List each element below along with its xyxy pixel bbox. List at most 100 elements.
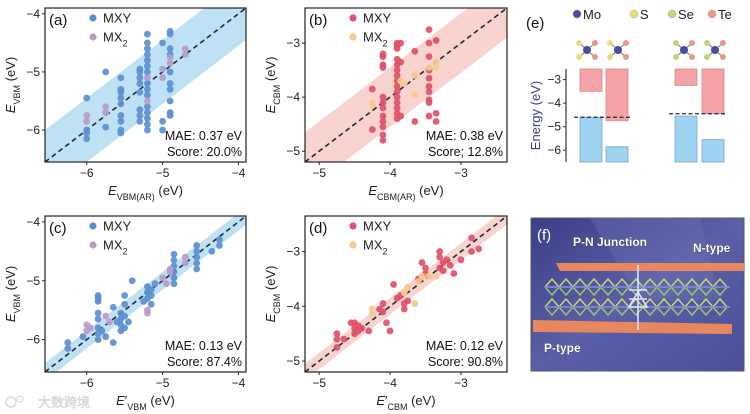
vbm-bar bbox=[579, 116, 603, 163]
legend-label-mxy: MXY bbox=[363, 11, 392, 26]
panel-label: (a) bbox=[49, 12, 67, 29]
axis-label-unit: (eV) bbox=[3, 266, 18, 294]
data-point-mx2 bbox=[102, 109, 110, 117]
data-point-mxy bbox=[143, 85, 151, 93]
legend-marker-mo bbox=[572, 9, 582, 19]
cbm-bar bbox=[605, 68, 629, 122]
data-point-mxy bbox=[193, 259, 201, 267]
panel-label: (d) bbox=[309, 220, 327, 237]
data-point-mxy bbox=[94, 309, 102, 317]
data-point-mx2 bbox=[143, 74, 151, 82]
data-point-mxy bbox=[425, 53, 433, 61]
scatter-panel-d: −5 −4 −3−5−4−3E′CBM (eV)ECBM (eV)(d) MXYMX2… bbox=[263, 215, 508, 412]
data-point-mxy bbox=[102, 68, 110, 76]
data-point-mxy bbox=[121, 300, 129, 308]
legend-subscript: 2 bbox=[383, 247, 388, 257]
data-point-mxy bbox=[109, 339, 117, 346]
legend-label-mx2: MX2 bbox=[103, 238, 128, 257]
data-point-mxy bbox=[397, 39, 405, 47]
data-point-mxy bbox=[143, 51, 151, 58]
y-tick-label: −5 bbox=[286, 144, 300, 158]
watermark: 大数跨境 bbox=[5, 395, 90, 410]
data-point-mxy bbox=[136, 80, 144, 87]
data-point-mxy bbox=[379, 123, 387, 131]
mxy-molecule-icon bbox=[607, 40, 629, 60]
y-tick-label: −6 bbox=[547, 143, 561, 157]
data-point-mxy bbox=[117, 112, 125, 119]
data-point-mxy bbox=[411, 47, 419, 55]
axis-label-subscript: VBM(AR) bbox=[117, 192, 155, 202]
data-point-mxy bbox=[379, 300, 387, 307]
data-point-mxy bbox=[425, 39, 433, 47]
axis-label-subscript: CBM bbox=[272, 294, 282, 314]
data-point-mxy bbox=[418, 259, 426, 266]
data-point-mxy bbox=[379, 112, 387, 120]
data-point-mxy bbox=[425, 26, 433, 34]
data-point-mxy bbox=[397, 112, 405, 120]
legend-label-mx2: MX2 bbox=[363, 30, 388, 49]
vbm-bar bbox=[674, 115, 698, 163]
data-point-mxy bbox=[147, 300, 155, 308]
data-point-mx2 bbox=[143, 309, 151, 317]
data-point-mx2 bbox=[181, 259, 189, 267]
data-point-mxy bbox=[379, 308, 387, 316]
scatter-panel-c: −6 −5 −4−6−5−4E′VBM (eV)EVBM (eV)(c) MXYMX2… bbox=[3, 215, 247, 412]
data-point-mxy bbox=[393, 82, 401, 90]
y-tick-label: −5 bbox=[26, 65, 40, 79]
plot-frame bbox=[304, 215, 508, 373]
legend-label-s: S bbox=[640, 7, 649, 22]
data-point-mxy bbox=[94, 336, 102, 344]
data-point-mxy bbox=[393, 88, 401, 96]
legend-text: MXY bbox=[103, 219, 132, 234]
band-alignment-panel-e: (e) Mo S Se Te −3 −4 −5 −6 Energy (eV) bbox=[526, 7, 732, 163]
data-point-mxy bbox=[143, 120, 151, 128]
axis-label-symbol: E bbox=[376, 393, 385, 408]
data-point-mx2 bbox=[432, 64, 440, 71]
data-point-mxy bbox=[143, 45, 151, 53]
data-point-mxy bbox=[425, 82, 433, 90]
data-point-mx2 bbox=[411, 72, 419, 79]
x-axis-label: E′CBM (eV) bbox=[376, 393, 435, 412]
legend-marker-mxy bbox=[89, 222, 97, 230]
data-point-mxy bbox=[64, 339, 72, 346]
data-point-mxy bbox=[365, 327, 373, 335]
x-tick-label: −6 bbox=[80, 166, 94, 180]
data-point-mxy bbox=[64, 345, 72, 352]
x-tick-label: −5 bbox=[156, 376, 170, 390]
data-point-mxy bbox=[393, 45, 401, 52]
y-tick-label: −4 bbox=[286, 90, 300, 104]
data-point-mx2 bbox=[106, 318, 113, 326]
axis-label-prime: ′ bbox=[385, 393, 388, 408]
data-point-mxy bbox=[143, 80, 151, 87]
mae-annotation: MAE: 0.37 eV bbox=[165, 129, 243, 143]
data-point-mxy bbox=[393, 66, 401, 74]
data-point-mx2 bbox=[166, 53, 174, 61]
legend-label-mo: Mo bbox=[583, 7, 601, 22]
score-annotation: Score: 87.4% bbox=[167, 355, 242, 369]
data-point-mxy bbox=[393, 104, 401, 112]
legend-text: MX bbox=[103, 30, 123, 45]
data-point-mxy bbox=[422, 264, 429, 272]
data-point-mxy bbox=[425, 112, 433, 120]
data-point-mxy bbox=[446, 261, 454, 269]
vbm-bar bbox=[605, 146, 629, 163]
cbm-bar bbox=[701, 68, 725, 115]
data-point-mx2 bbox=[159, 65, 166, 73]
mxy-molecule-icon bbox=[673, 40, 695, 60]
data-point-mxy bbox=[94, 297, 102, 305]
vbm-bar bbox=[701, 139, 725, 163]
data-point-mxy bbox=[368, 85, 376, 93]
data-point-mxy bbox=[166, 30, 174, 38]
data-point-mx2 bbox=[181, 51, 189, 58]
data-point-mxy bbox=[143, 115, 151, 122]
axis-label-subscript: VBM bbox=[127, 402, 147, 412]
data-point-mxy bbox=[383, 319, 390, 327]
data-point-mxy bbox=[400, 305, 408, 313]
data-point-mxy bbox=[143, 30, 151, 38]
data-point-mxy bbox=[117, 117, 125, 125]
data-point-mxy bbox=[166, 85, 174, 93]
y-tick-label: −5 bbox=[547, 120, 561, 134]
legend-marker-mxy bbox=[349, 222, 357, 230]
data-point-mxy bbox=[216, 242, 223, 249]
